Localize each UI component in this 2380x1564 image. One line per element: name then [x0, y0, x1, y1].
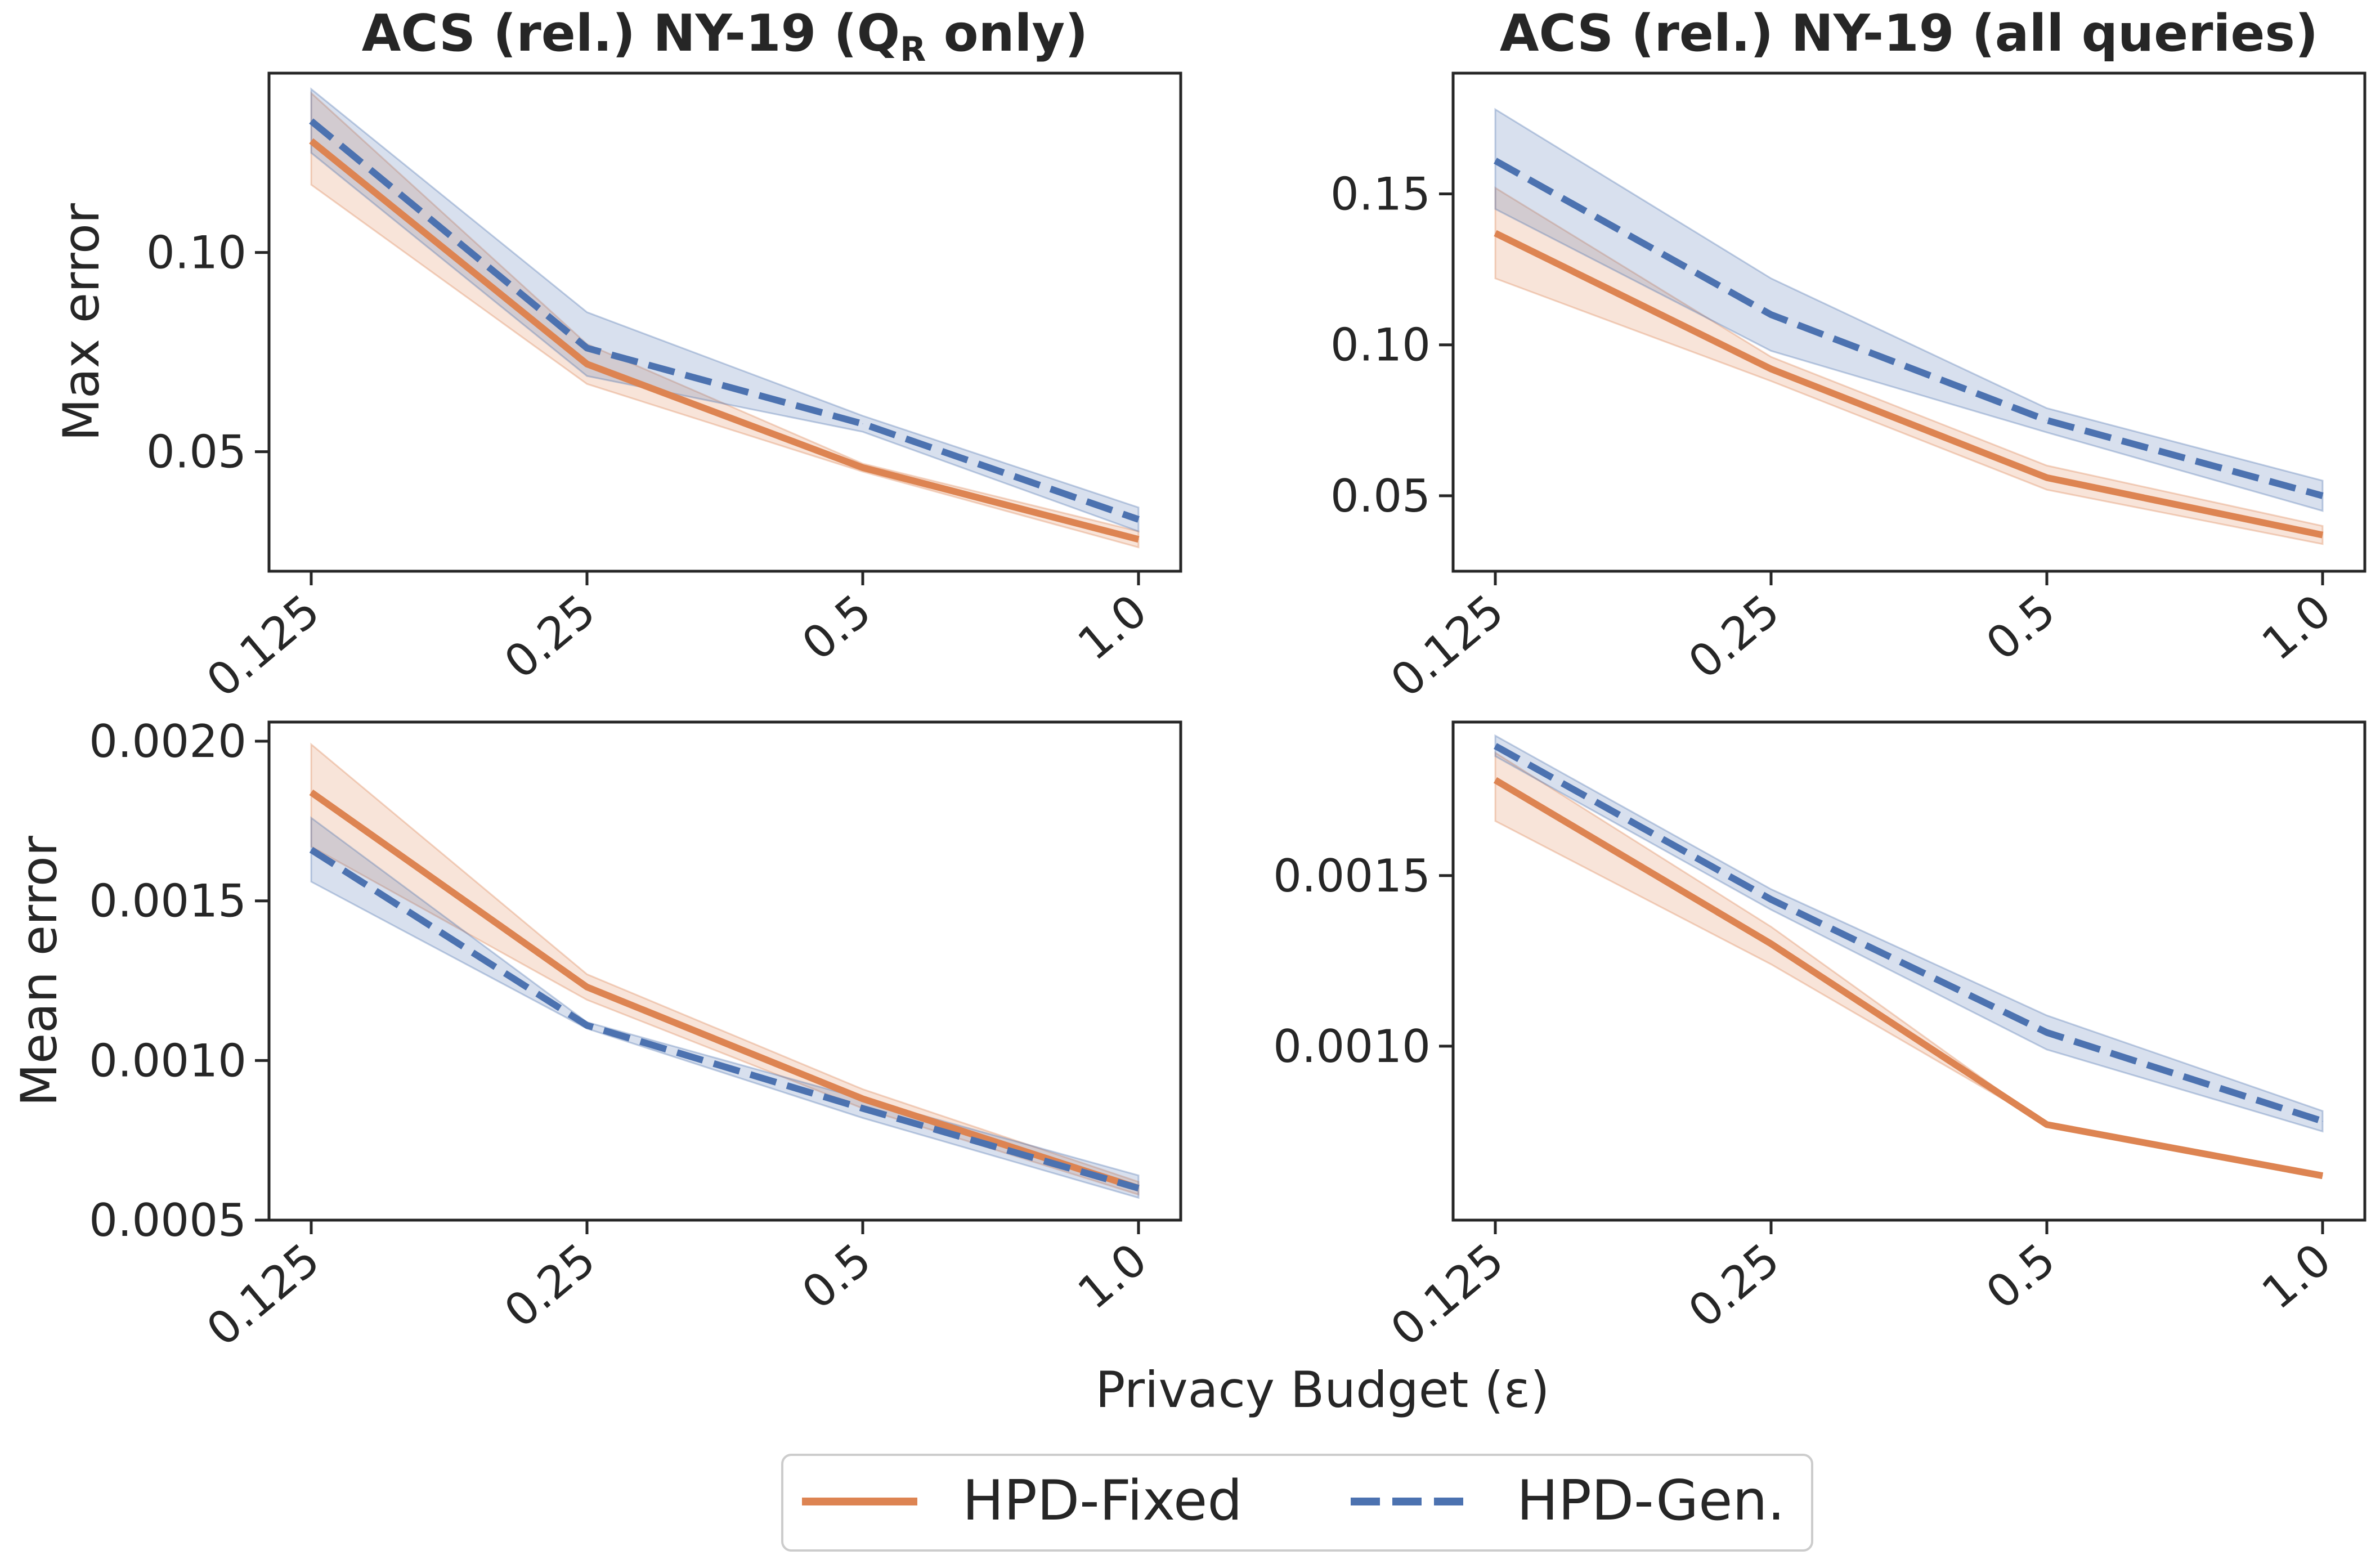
chart-panel-3: 0.125 0.25 0.5 1.0 0.0005 0.0010 0.0015 0.0020 M… — [10, 715, 1182, 1356]
confidence-band-hpd-gen — [1494, 734, 2324, 1133]
x-tick-label: 1.0 — [2252, 1233, 2341, 1319]
confidence-band-hpd-gen — [310, 87, 1140, 533]
y-tick-label: 0.05 — [146, 426, 246, 478]
series-line-hpd-fixed — [309, 789, 1140, 1191]
x-tick-label: 0.125 — [197, 1233, 329, 1356]
x-axis-title: Privacy Budget (ε) — [1095, 1361, 1549, 1419]
plot-frame — [267, 720, 1182, 1222]
data-point-hpd-gen-2 — [1771, 899, 1772, 900]
y-tick-label: 0.15 — [1330, 168, 1431, 221]
panel-title: ACS (rel.) NY-19 (all queries) — [1500, 4, 2318, 63]
data-point-hpd-fixed-1 — [1495, 779, 1496, 781]
series-line-hpd-gen — [309, 846, 1140, 1192]
data-point-hpd-gen-1 — [311, 849, 312, 850]
x-tick-label: 1.0 — [2252, 584, 2341, 670]
x-tick-label: 1.0 — [1068, 584, 1157, 670]
x-tick-label: 0.125 — [197, 584, 329, 707]
y-tick-label: 0.10 — [1330, 319, 1431, 371]
y-axis-title: Mean error — [10, 835, 68, 1106]
data-point-hpd-gen-1 — [311, 120, 312, 122]
plot-frame — [1451, 71, 2366, 573]
chart-panels: 0.125 0.25 0.5 1.0 0.05 0.10 Max error ACS (rel… — [10, 4, 2366, 1356]
y-tick-label: 0.05 — [1330, 470, 1431, 522]
series-line-hpd-gen — [1494, 158, 2324, 499]
y-axis-title: Max error — [52, 203, 110, 441]
confidence-band-hpd-fixed — [1494, 186, 2324, 545]
x-tick-label: 0.25 — [495, 1233, 605, 1338]
x-tick-label: 0.25 — [1679, 584, 1789, 689]
panel-title: ACS (rel.) NY-19 (QR only) — [362, 4, 1088, 69]
x-tick-label: 0.5 — [1976, 584, 2065, 670]
y-tick-label: 0.0010 — [1273, 1020, 1431, 1073]
confidence-band-hpd-fixed — [310, 91, 1140, 549]
plot-frame — [267, 71, 1182, 573]
series-line-hpd-gen — [309, 118, 1140, 523]
x-tick-label: 0.5 — [1976, 1233, 2065, 1319]
y-tick-label: 0.0010 — [89, 1034, 246, 1087]
legend-label-hpd-gen: HPD-Gen. — [1517, 1469, 1785, 1533]
x-tick-label: 0.25 — [1679, 1233, 1789, 1338]
series-line-hpd-fixed — [309, 138, 1140, 543]
series-line-hpd-gen — [1494, 743, 2324, 1124]
x-tick-label: 0.5 — [792, 584, 881, 670]
x-tick-label: 0.5 — [792, 1233, 881, 1319]
legend-frame — [781, 1454, 1813, 1552]
x-tick-label: 0.125 — [1381, 1233, 1513, 1356]
data-point-hpd-gen-1 — [1495, 160, 1496, 162]
chart-panel-4: 0.125 0.25 0.5 1.0 0.0010 0.0015 — [1273, 720, 2366, 1356]
y-tick-label: 0.0005 — [89, 1194, 246, 1247]
y-tick-label: 0.0015 — [1273, 850, 1431, 902]
series-line-hpd-fixed — [1493, 777, 2324, 1180]
series-line-hpd-fixed — [1494, 230, 2324, 539]
plot-frame — [1451, 720, 2366, 1222]
legend: HPD-Fixed HPD-Gen. — [781, 1454, 1813, 1552]
data-point-hpd-fixed-1 — [1495, 232, 1496, 234]
y-tick-label: 0.0015 — [89, 875, 246, 927]
confidence-band-hpd-fixed — [310, 742, 1140, 1196]
x-tick-label: 0.25 — [495, 584, 605, 689]
x-tick-label: 1.0 — [1068, 1233, 1157, 1319]
y-tick-label: 0.10 — [146, 227, 246, 279]
x-tick-label: 0.125 — [1381, 584, 1513, 707]
chart-panel-2: 0.125 0.25 0.5 1.0 0.05 0.10 0.15 ACS (rel.) NY… — [1330, 4, 2366, 707]
y-tick-label: 0.0020 — [89, 715, 246, 768]
legend-label-hpd-fixed: HPD-Fixed — [962, 1469, 1243, 1533]
chart-panel-1: 0.125 0.25 0.5 1.0 0.05 0.10 Max error ACS (rel… — [52, 4, 1182, 707]
